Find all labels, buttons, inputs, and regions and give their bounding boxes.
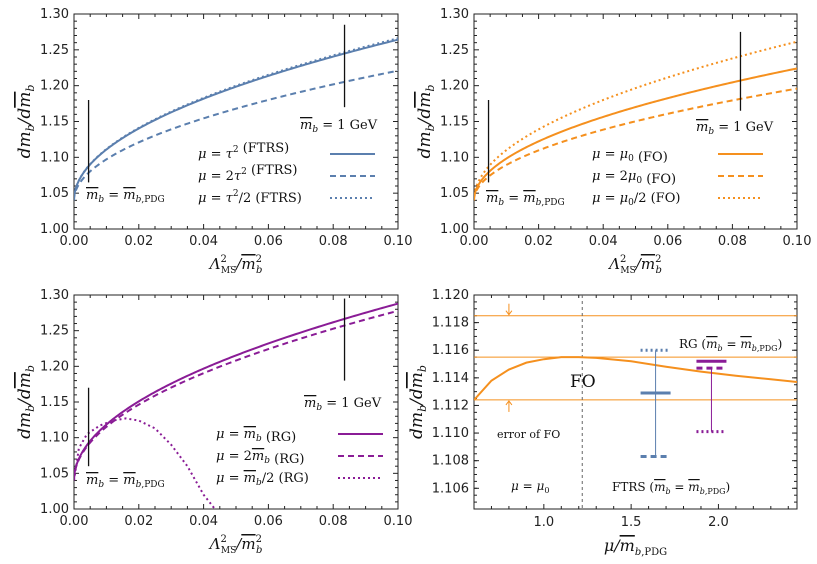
y-tick-label: 1.15 [440,115,469,130]
y-tick-label: 1.20 [40,359,69,374]
gev-annotation: mb = 1 GeV [300,118,378,135]
x-tick-label: 2.0 [708,515,729,530]
x-axis-label: Λ2 MS/m2 b [208,254,263,276]
x-tick-label: 0.00 [460,234,489,249]
legend-entry-1: μ = mb (RG) [216,427,296,445]
y-tick-label: 1.00 [440,222,469,237]
x-tick-label: 0.06 [653,234,682,249]
y-tick-label: 1.20 [40,79,69,94]
x-tick-label: 0.06 [254,514,283,529]
series-line-3 [74,37,398,201]
plot-frame [473,294,798,510]
x-tick-label: 0.00 [60,234,89,249]
series-group [474,295,797,509]
x-tick-label: 0.02 [124,514,153,529]
legend-entry-1: μ = μ0 (FO) [592,147,668,165]
series-line-1 [74,302,398,481]
y-tick-label: 1.05 [40,186,69,201]
x-tick-label: 0.04 [189,514,218,529]
y-tick-label: 1.10 [440,150,469,165]
y-tick-label: 1.20 [440,79,469,94]
x-tick-label: 0.08 [319,234,348,249]
y-tick-label: 1.106 [432,481,469,496]
series-line-1 [74,38,398,201]
legend-entry-1: μ = τ2 (FTRS) [198,141,289,162]
x-tick-label: 0.04 [589,234,618,249]
y-tick-label: 1.05 [40,466,69,481]
gev-annotation: mb = 1 GeV [696,120,774,137]
y-axis-label: dmb/dmb [15,365,37,439]
y-tick-label: 1.25 [40,43,69,58]
y-tick-label: 1.112 [432,398,469,413]
x-axis-label: Λ2 MS/m2 b [607,254,662,276]
x-tick-label: 0.00 [60,514,89,529]
x-tick-label: 1.5 [621,515,642,530]
y-tick-label: 1.10 [40,431,69,446]
fo-curve [474,356,797,401]
y-tick-label: 1.118 [432,316,469,331]
x-tick-label: 0.08 [718,234,747,249]
fo-label: FO [570,372,596,392]
y-tick-label: 1.116 [432,343,469,358]
series-group [474,40,797,201]
x-axis-label: μ/mb,PDG [604,536,667,558]
x-axis-label: Λ2 MS/m2 b [208,534,263,556]
series-line-3 [74,417,216,509]
error-arrow-top-head [505,310,513,316]
x-tick-label: 0.04 [189,234,218,249]
mu0-label: μ = μ0 [511,479,549,495]
y-tick-label: 1.110 [432,426,469,441]
pdg-annotation: mb = mb,PDG [86,473,165,490]
rg-label: RG (mb = mb,PDG) [679,337,782,353]
series-line-2 [474,87,797,201]
x-tick-label: 0.02 [124,234,153,249]
y-tick-label: 1.00 [40,222,69,237]
x-tick-label: 1.0 [533,515,554,530]
error-arrow-bottom-head [505,400,513,406]
series-group [74,302,398,509]
y-tick-label: 1.120 [432,288,469,303]
y-tick-label: 1.25 [440,43,469,58]
y-tick-label: 1.15 [40,395,69,410]
x-tick-label: 0.02 [524,234,553,249]
series-line-3 [474,40,797,201]
legend-entry-3: μ = mb/2 (RG) [216,471,309,488]
y-tick-label: 1.15 [40,115,69,130]
panel-top-left: 0.00 0.02 0.04 0.06 0.08 0.10 1.00 1.05 1.10 1.15… [40,7,412,249]
x-tick-label: 0.08 [319,514,348,529]
legend-entry-2: μ = 2mb (RG) [216,449,304,467]
panel-bottom-right: 1.0 1.5 2.0 1.106 1.108 1.110 1.112 1.114 1.116 1… [432,288,798,558]
y-axis-label: dmb/dmb [15,85,37,159]
panel-top-right: 0.00 0.02 0.04 0.06 0.08 0.10 1.00 1.05 1.10 1.15… [440,7,811,249]
y-tick-label: 1.05 [440,186,469,201]
legend-entry-2: μ = 2μ0 (FO) [592,169,676,187]
y-tick-label: 1.30 [40,7,69,22]
series-group [74,37,398,201]
x-tick-label: 0.10 [783,234,812,249]
series-line-1 [474,67,797,201]
legend-entry-3: μ = τ2/2 (FTRS) [198,189,302,206]
series-line-2 [74,309,398,481]
y-tick-label: 1.30 [40,288,69,303]
pdg-annotation: mb = mb,PDG [86,188,165,205]
y-tick-label: 1.10 [40,150,69,165]
y-tick-label: 1.114 [432,371,469,386]
y-tick-label: 1.25 [40,324,69,339]
pdg-annotation: mb = mb,PDG [486,191,565,208]
legend-entry-3: μ = μ0/2 (FO) [592,191,680,208]
y-tick-label: 1.00 [40,502,69,517]
gev-annotation: mb = 1 GeV [304,396,382,413]
y-axis-label: dmb/dmb [415,85,437,159]
y-axis-label: dmb/dmb [407,365,429,439]
y-tick-label: 1.108 [432,454,469,469]
ftrs-label: FTRS (mb = mb,PDG) [612,480,730,496]
x-tick-label: 0.10 [384,234,413,249]
error-of-fo-label: error of FO [497,428,560,441]
x-tick-label: 0.10 [384,514,413,529]
panel-bottom-left: 0.00 0.02 0.04 0.06 0.08 0.10 1.00 1.05 1.10 1.15… [40,288,412,529]
x-tick-label: 0.06 [254,234,283,249]
y-tick-label: 1.30 [440,7,469,22]
legend-entry-2: μ = 2τ2 (FTRS) [198,163,298,184]
